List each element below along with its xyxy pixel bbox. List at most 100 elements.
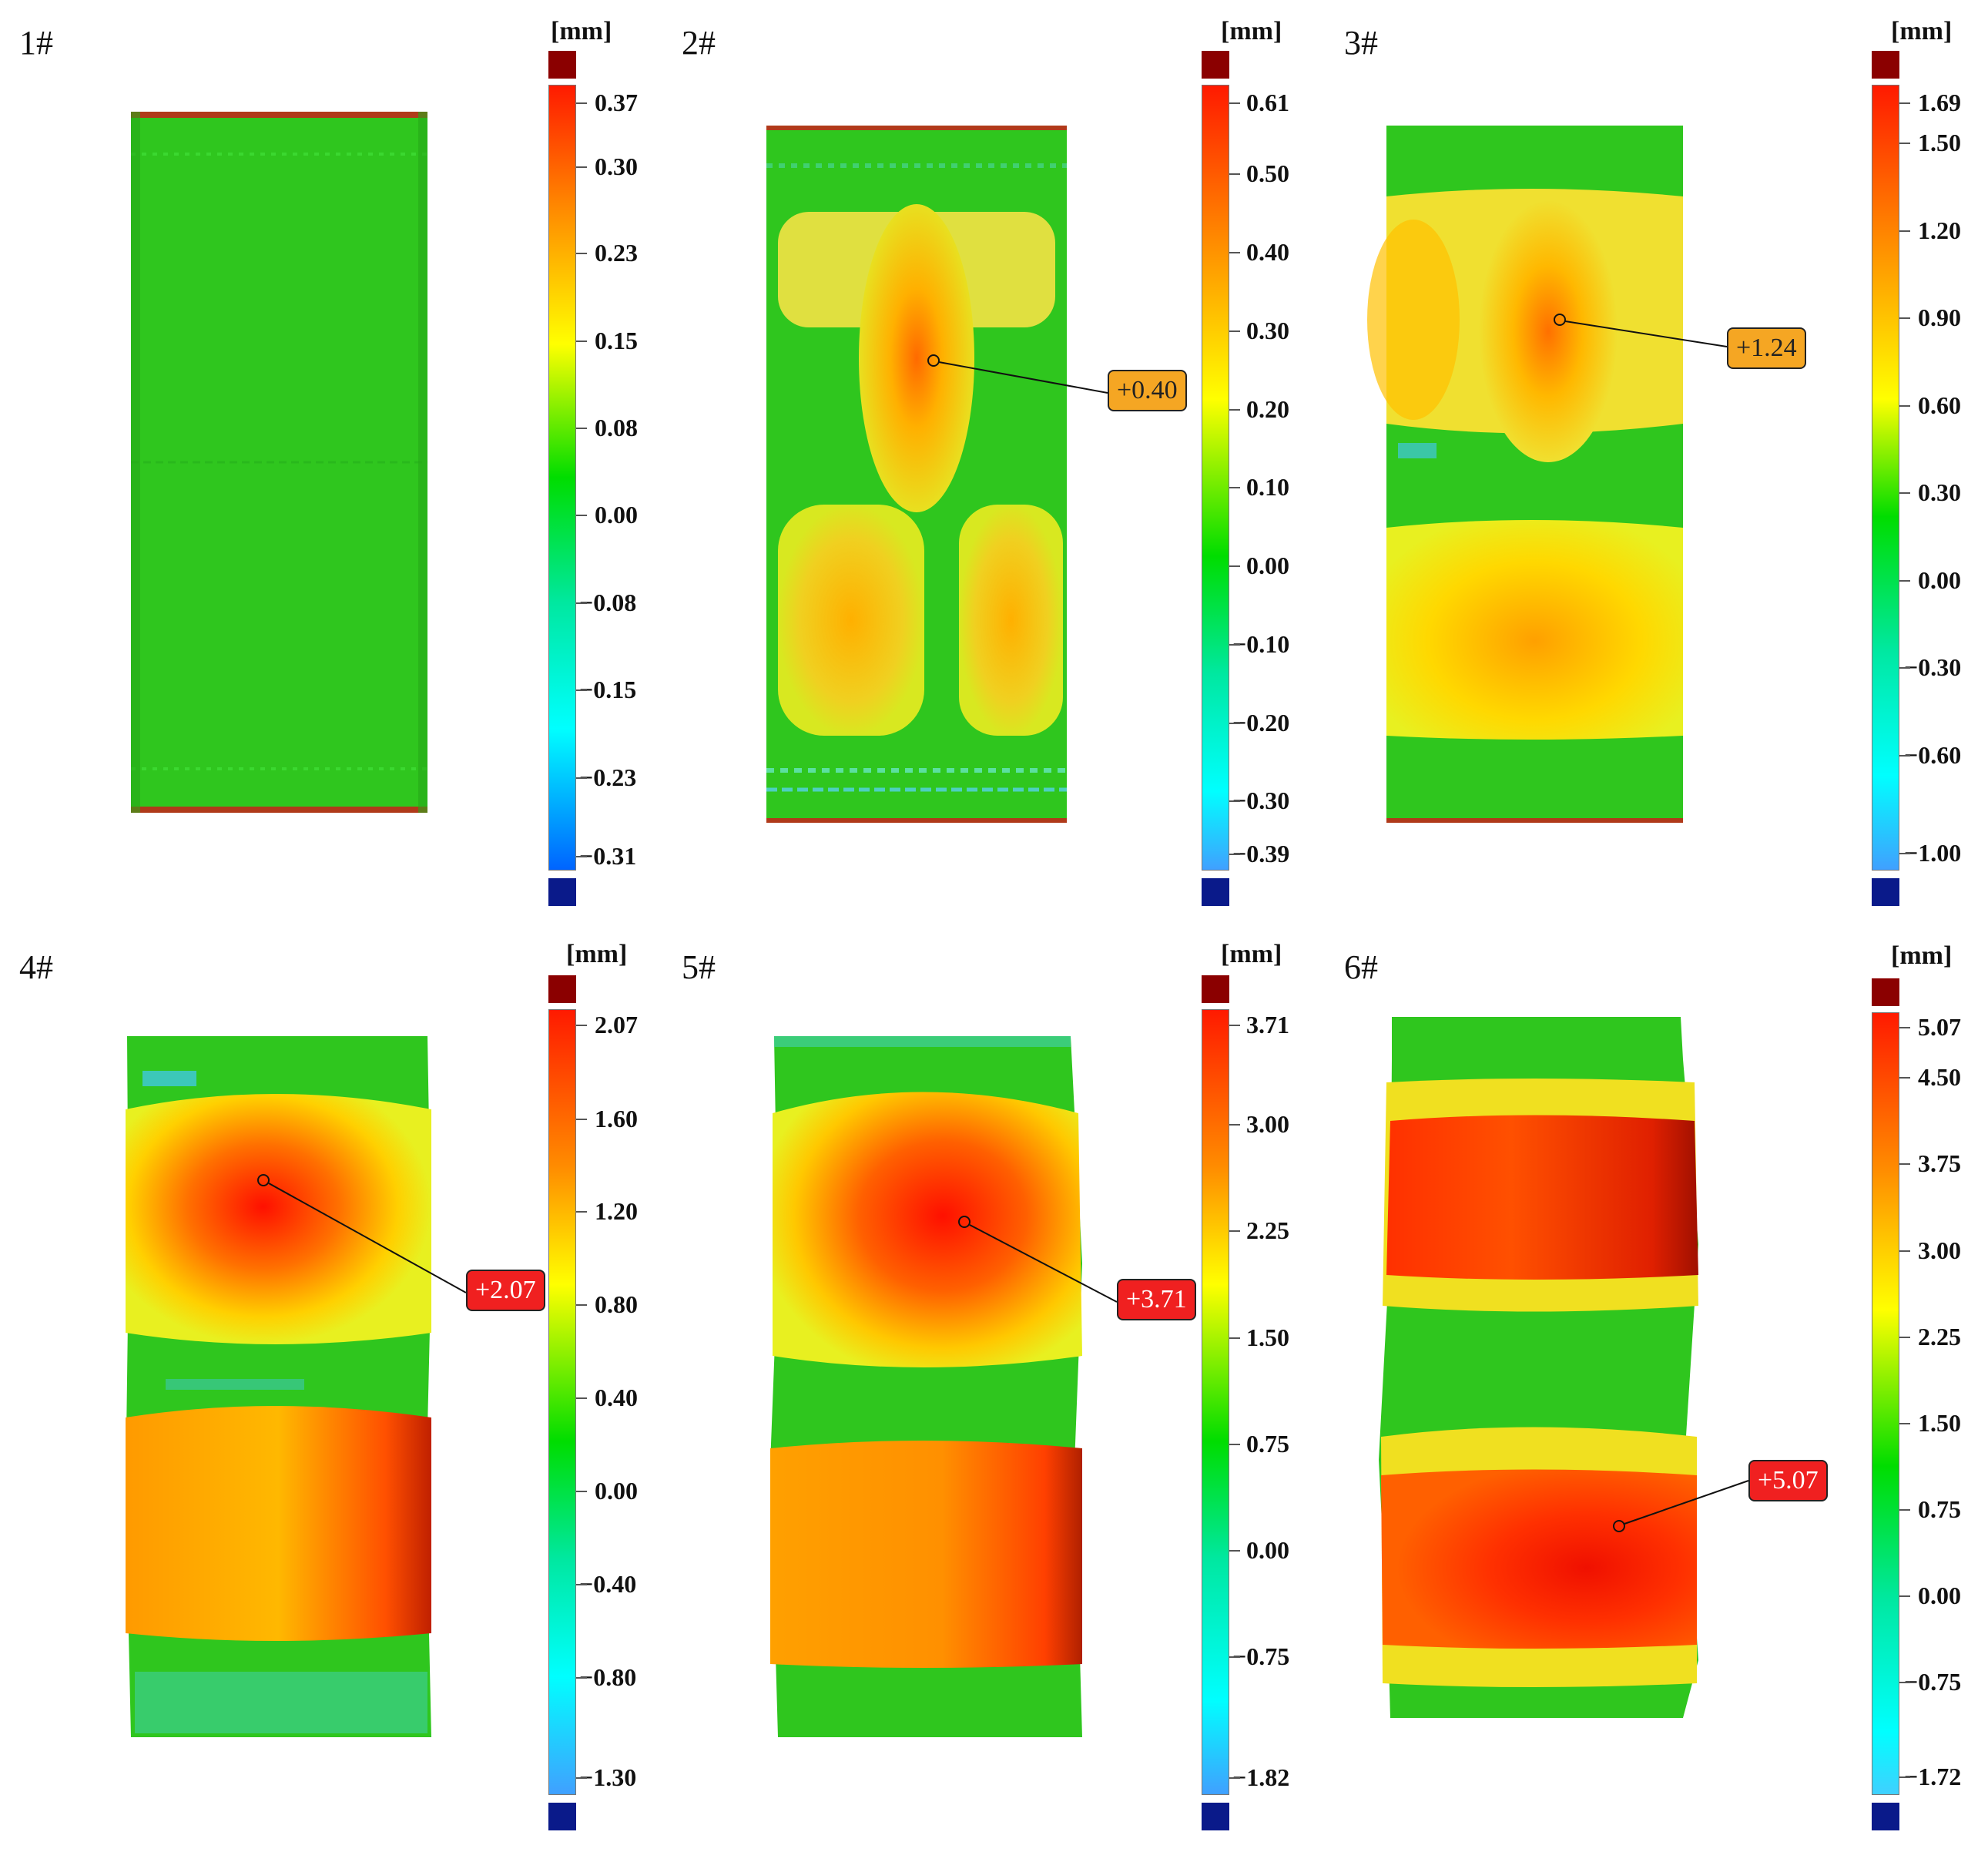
max-deviation-badge: +3.71 <box>1117 1279 1196 1320</box>
colorbar-tick-mark <box>1229 1444 1240 1445</box>
colorbar-min-cap <box>1202 878 1229 906</box>
colorbar-unit: [mm] <box>1221 940 1282 968</box>
colorbar-tick-mark <box>1229 644 1240 646</box>
colorbar-tick-label: 0.80 <box>595 1290 638 1318</box>
colorbar-tick-label: 1.60 <box>595 1105 638 1132</box>
panel-2: 2# +0.40 [mm] 0.61 <box>662 0 1325 909</box>
colorbar-unit: [mm] <box>1891 17 1953 45</box>
colorbar-tick-mark <box>576 602 587 604</box>
colorbar-tick-label: −1.30 <box>579 1763 637 1791</box>
colorbar-tick-mark <box>1229 800 1240 802</box>
colorbar-tick-mark <box>1899 1163 1910 1165</box>
colorbar-tick-label: 0.75 <box>1918 1495 1961 1523</box>
colorbar-tick-mark <box>1229 565 1240 567</box>
colorbar-tick-label: −0.75 <box>1232 1642 1290 1670</box>
colorbar-tick-label: 0.10 <box>1246 473 1289 501</box>
colorbar-min-cap <box>548 1803 576 1830</box>
colorbar-tick-label: 3.75 <box>1918 1149 1961 1177</box>
colorbar-tick-label: 0.00 <box>1918 1582 1961 1609</box>
colorbar-tick-mark <box>576 1304 587 1306</box>
colorbar-tick-mark <box>1899 405 1910 407</box>
colorbar <box>1202 1009 1229 1795</box>
colorbar-tick-mark <box>576 1397 587 1399</box>
colorbar-min-cap <box>1872 1803 1899 1830</box>
colorbar-unit: [mm] <box>1221 17 1282 45</box>
colorbar-tick-mark <box>1899 580 1910 582</box>
colorbar-tick-label: 3.00 <box>1918 1236 1961 1264</box>
colorbar-tick-mark <box>1899 1682 1910 1683</box>
colorbar-tick-mark <box>1899 853 1910 854</box>
panel-1: 1# [mm] 0.37 0.30 0.23 0.15 0.08 0.00 −0… <box>0 0 662 909</box>
colorbar-tick-label: −0.60 <box>1904 741 1962 769</box>
colorbar-tick-label: −0.10 <box>1232 630 1290 658</box>
colorbar-tick-label: 0.00 <box>1246 552 1289 579</box>
colorbar-tick-label: 1.50 <box>1918 1409 1961 1437</box>
annotation-leader-line <box>257 1174 467 1293</box>
colorbar-tick-label: 0.23 <box>595 239 638 267</box>
colorbar-tick-label: 1.20 <box>1918 216 1961 244</box>
colorbar-unit: [mm] <box>566 940 628 968</box>
panel-4: 4# +2.07 [mm] 2.07 1. <box>0 924 662 1833</box>
colorbar-tick-mark <box>576 253 587 254</box>
colorbar-tick-mark <box>576 1491 587 1492</box>
colorbar-tick-mark <box>1229 173 1240 175</box>
colorbar-tick-label: 1.50 <box>1918 129 1961 156</box>
colorbar-tick-label: −0.08 <box>579 589 637 616</box>
colorbar-tick-mark <box>576 166 587 168</box>
annotation-leader-line <box>927 354 1108 394</box>
annotation-leader-line <box>1554 314 1728 347</box>
colorbar-tick-label: 3.71 <box>1246 1011 1289 1038</box>
colorbar <box>1202 85 1229 871</box>
colorbar-tick-mark <box>576 1211 587 1213</box>
colorbar-tick-mark <box>1899 667 1910 669</box>
colorbar-max-cap <box>1872 978 1899 1006</box>
colorbar-tick-mark <box>1229 330 1240 332</box>
colorbar-tick-mark <box>576 515 587 516</box>
colorbar-tick-mark <box>1229 252 1240 253</box>
panel-label: 2# <box>682 24 716 62</box>
colorbar-tick-label: 1.20 <box>595 1197 638 1225</box>
cylinder-deviation-map <box>766 126 1067 823</box>
colorbar-tick-label: 0.15 <box>595 327 638 354</box>
colorbar-tick-label: 0.00 <box>595 1477 638 1505</box>
panel-6: 6# +5.07 [mm] 5.07 4.50 3.75 3. <box>1325 924 1987 1833</box>
max-deviation-badge: +0.40 <box>1108 370 1187 411</box>
colorbar-tick-mark <box>1899 230 1910 232</box>
colorbar-tick-mark <box>1899 1776 1910 1778</box>
colorbar-unit: [mm] <box>1891 941 1953 970</box>
annotation-leader-line <box>1613 1480 1749 1532</box>
colorbar-tick-label: −0.80 <box>579 1663 637 1691</box>
colorbar-tick-label: 0.50 <box>1246 159 1289 187</box>
colorbar-tick-label: 0.00 <box>595 501 638 528</box>
colorbar-tick-mark <box>1229 102 1240 104</box>
colorbar-tick-mark <box>1229 1230 1240 1232</box>
colorbar-min-cap <box>1202 1803 1229 1830</box>
panel-label: 6# <box>1344 948 1378 986</box>
colorbar-tick-label: −0.75 <box>1904 1668 1962 1696</box>
colorbar-tick-mark <box>576 341 587 342</box>
colorbar-tick-label: −0.23 <box>579 763 637 791</box>
colorbar-tick-label: −1.82 <box>1232 1763 1290 1791</box>
colorbar-tick-mark <box>1229 1550 1240 1552</box>
colorbar-tick-mark <box>1229 854 1240 855</box>
cylinder-deviation-map <box>1379 1017 1698 1718</box>
colorbar-tick-label: 3.00 <box>1246 1110 1289 1138</box>
colorbar-tick-mark <box>1899 143 1910 144</box>
colorbar-tick-mark <box>1899 492 1910 494</box>
colorbar-max-cap <box>548 51 576 79</box>
colorbar-min-cap <box>1872 878 1899 906</box>
colorbar-tick-label: −1.72 <box>1904 1763 1962 1790</box>
colorbar <box>1872 85 1899 871</box>
colorbar-tick-label: 4.50 <box>1918 1063 1961 1091</box>
colorbar-tick-mark <box>1229 1656 1240 1658</box>
colorbar-tick-label: 0.37 <box>595 89 638 116</box>
colorbar-tick-mark <box>1229 723 1240 724</box>
colorbar-tick-mark <box>576 1025 587 1026</box>
colorbar-tick-mark <box>1899 1423 1910 1424</box>
colorbar-tick-label: 2.07 <box>595 1011 638 1038</box>
colorbar-tick-mark <box>576 1777 587 1779</box>
panel-3: 3# +1.24 [mm] 1.69 1.50 1.20 0 <box>1325 0 1987 909</box>
colorbar-tick-label: 2.25 <box>1246 1216 1289 1244</box>
colorbar-tick-mark <box>1899 1337 1910 1338</box>
colorbar-min-cap <box>548 878 576 906</box>
